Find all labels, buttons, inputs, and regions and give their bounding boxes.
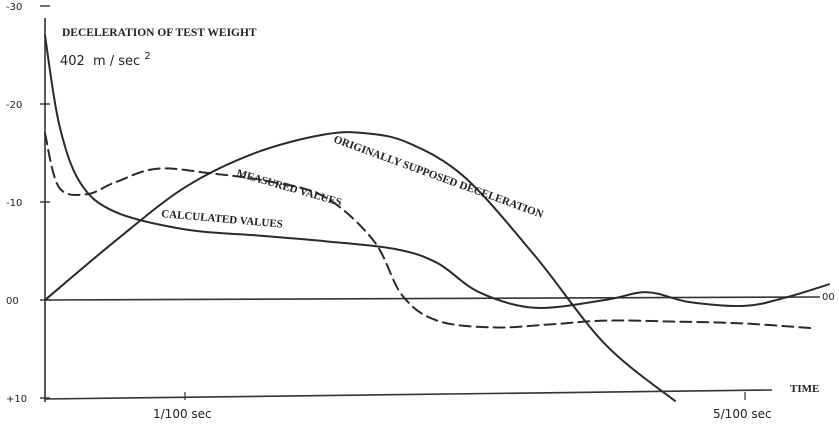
annotation-measured: MEASURED VALUES bbox=[235, 167, 343, 209]
x-axis-time bbox=[44, 389, 773, 400]
series-original-supposed bbox=[44, 131, 676, 402]
series-measured bbox=[44, 132, 816, 330]
zero-label-right: 00 bbox=[822, 292, 835, 303]
ticks: -30 -20 -10 00 +10 1/100 sec 5/100 sec bbox=[6, 2, 772, 421]
annotation-original: ORIGINALLY SUPPOSED DECELERATION bbox=[332, 134, 545, 221]
x-tick-label: 5/100 sec bbox=[713, 407, 772, 421]
y-tick-label: -30 bbox=[6, 2, 22, 13]
y-tick-label: 00 bbox=[6, 296, 19, 307]
y-tick-label: -10 bbox=[6, 198, 22, 209]
series bbox=[44, 34, 830, 402]
series-calculated bbox=[44, 34, 830, 309]
chart-subtitle: 402 m / sec 2 bbox=[60, 51, 151, 69]
x-axis-zero bbox=[44, 296, 821, 301]
x-tick-label: 1/100 sec bbox=[153, 407, 212, 421]
chart-title: DECELERATION OF TEST WEIGHT bbox=[62, 27, 257, 39]
y-tick-label: -20 bbox=[6, 100, 22, 111]
subtitle-unit: m / sec bbox=[93, 54, 140, 69]
subtitle-value: 402 bbox=[60, 54, 85, 69]
subtitle-exponent: 2 bbox=[144, 51, 150, 62]
x-axis-label: TIME bbox=[790, 383, 819, 395]
y-tick-label: +10 bbox=[6, 394, 27, 405]
annotation-calculated: CALCULATED VALUES bbox=[161, 208, 284, 231]
